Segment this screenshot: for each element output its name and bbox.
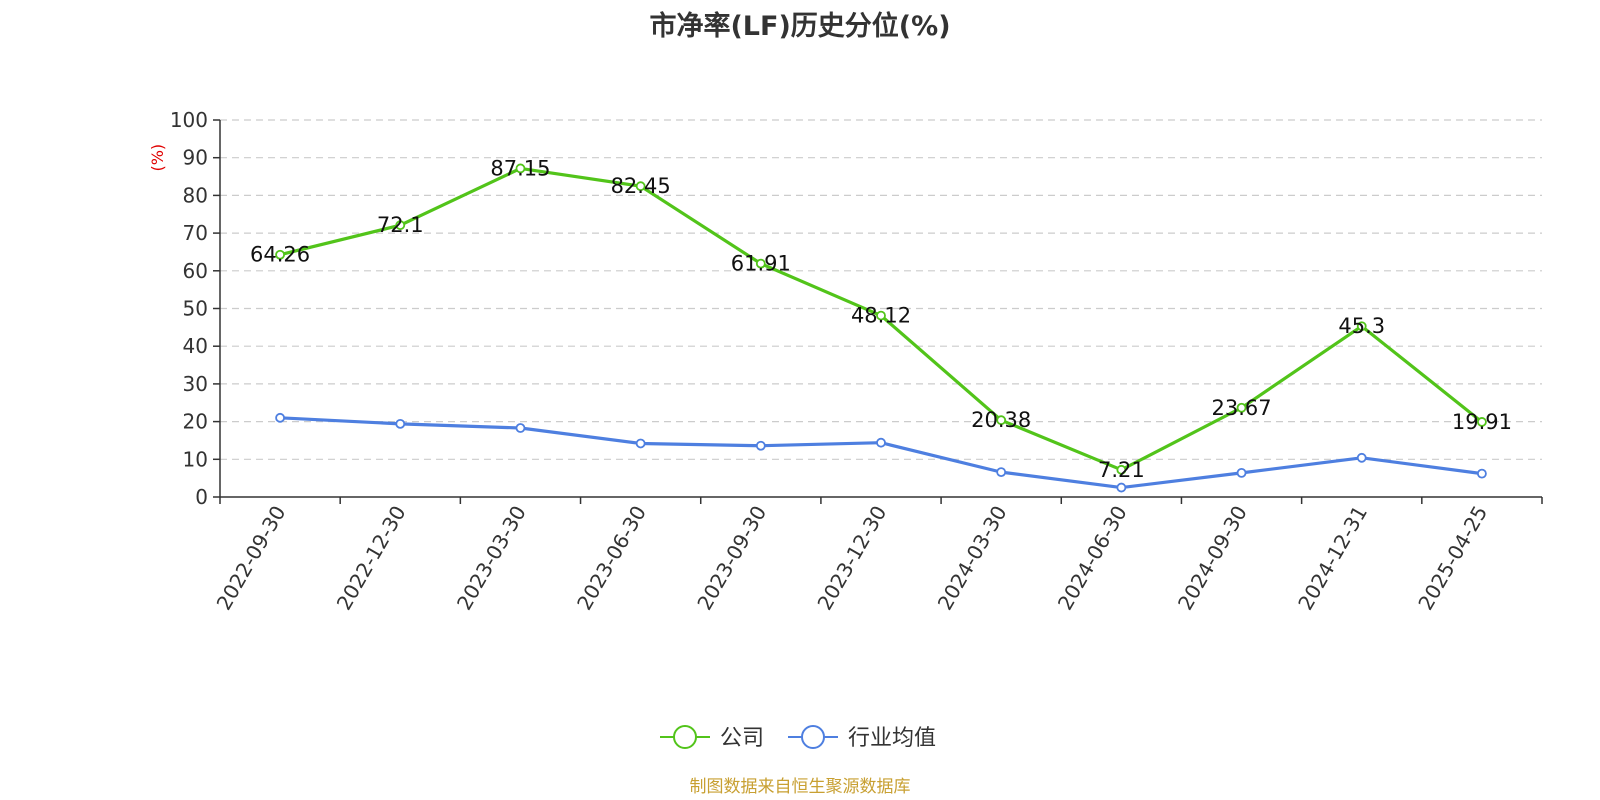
data-label: 19.91: [1452, 410, 1512, 434]
data-point[interactable]: [515, 423, 526, 433]
data-label: 61.91: [731, 252, 791, 276]
y-tick-label: 20: [183, 410, 208, 434]
data-point[interactable]: [1477, 468, 1487, 479]
x-tick-label: 2024-12-31: [1293, 502, 1372, 615]
legend[interactable]: 公司 行业均值: [660, 725, 936, 751]
source-note: 制图数据来自恒生聚源数据库: [689, 777, 911, 797]
data-point[interactable]: [635, 181, 646, 192]
data-point[interactable]: [1116, 482, 1127, 493]
series-line-1: [280, 416, 1483, 490]
data-label: 72.1: [377, 213, 424, 237]
data-point[interactable]: [876, 310, 886, 321]
x-tick-label: 2023-06-30: [572, 502, 651, 615]
data-label: 20.38: [971, 408, 1031, 432]
data-point[interactable]: [755, 258, 766, 269]
x-tick-label: 2024-03-30: [933, 502, 1012, 615]
data-label: 7.21: [1098, 458, 1145, 482]
chart-title: 市净率(LF)历史分位(%): [649, 11, 951, 42]
x-tick-label: 2023-12-30: [812, 502, 891, 615]
data-point[interactable]: [395, 220, 406, 231]
y-tick-label: 40: [183, 334, 208, 358]
data-point[interactable]: [1236, 402, 1247, 413]
data-point[interactable]: [755, 440, 766, 451]
data-point[interactable]: [1477, 417, 1487, 427]
x-tick-label: 2024-09-30: [1173, 502, 1252, 615]
data-label: 64.26: [250, 243, 310, 267]
y-tick-label: 10: [183, 447, 208, 471]
data-point[interactable]: [635, 438, 646, 449]
y-tick-label: 100: [170, 108, 208, 132]
x-tick-label: 2025-04-25: [1413, 502, 1492, 615]
data-point[interactable]: [1116, 464, 1127, 475]
x-tick-label: 2023-09-30: [692, 502, 771, 615]
data-point[interactable]: [1356, 452, 1367, 463]
data-point[interactable]: [996, 415, 1007, 426]
x-tick-label: 2022-09-30: [212, 502, 291, 615]
series-lines: [275, 163, 1487, 493]
x-tick-label: 2022-12-30: [332, 502, 411, 615]
y-tick-label: 60: [183, 259, 208, 283]
data-labels: 64.26 72.1 87.15 82.45 61.91 48.12 20.38 7.21 23…: [250, 156, 1512, 481]
legend-label: 行业均值: [848, 726, 936, 751]
data-point[interactable]: [876, 437, 886, 448]
axes: 0 10 20 30 40 50 60 70 80 90 100(%) 2022-09-30 2022-…: [148, 108, 1543, 615]
data-point[interactable]: [1356, 321, 1367, 332]
y-tick-label: 50: [183, 297, 208, 321]
data-point[interactable]: [515, 163, 526, 174]
legend-marker: [673, 725, 697, 749]
y-tick-label: 70: [183, 221, 208, 245]
legend-item[interactable]: 行业均值: [788, 725, 936, 751]
data-point[interactable]: [395, 418, 406, 429]
legend-marker: [801, 725, 825, 749]
grid-lines: [220, 119, 1542, 460]
y-tick-label: 30: [183, 372, 208, 396]
data-point[interactable]: [996, 467, 1007, 478]
data-label: 48.12: [851, 304, 911, 328]
legend-item[interactable]: 公司: [660, 725, 764, 751]
data-point[interactable]: [1236, 467, 1247, 478]
data-point[interactable]: [275, 249, 285, 260]
data-label: 82.45: [611, 174, 671, 198]
data-label: 45.3: [1338, 314, 1385, 338]
y-tick-label: 80: [183, 183, 208, 207]
data-label: 23.67: [1211, 396, 1271, 420]
legend-label: 公司: [720, 726, 764, 751]
x-tick-label: 2023-03-30: [452, 502, 531, 615]
y-tick-label: 90: [183, 146, 208, 170]
x-tick-label: 2024-06-30: [1053, 502, 1132, 615]
y-axis-label: (%): [148, 144, 167, 172]
data-point[interactable]: [275, 412, 285, 423]
data-label: 87.15: [490, 156, 550, 180]
y-tick-label: 0: [195, 485, 208, 509]
